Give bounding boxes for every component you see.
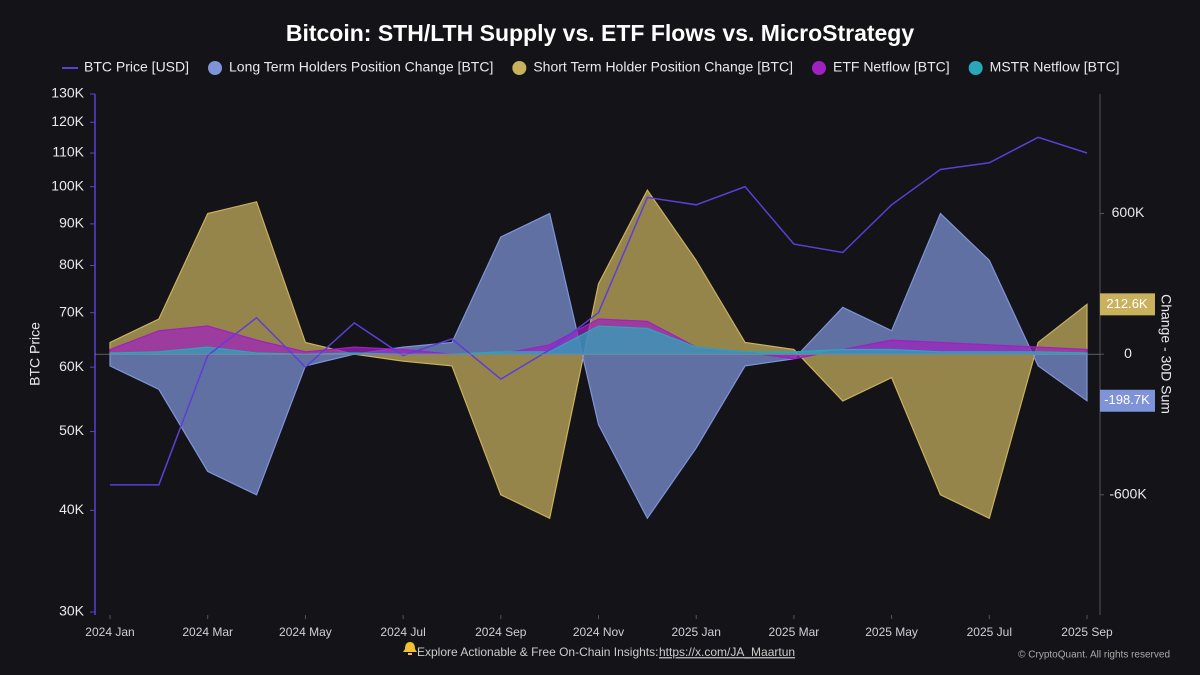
y-tick-label: 40K bbox=[59, 501, 85, 517]
legend-swatch bbox=[811, 61, 826, 75]
y2-tick-label: -600K bbox=[1109, 486, 1147, 502]
legend-label: MSTR Netflow [BTC] bbox=[990, 59, 1120, 75]
y2-tick-label: 0 bbox=[1124, 345, 1132, 361]
copyright: © CryptoQuant. All rights reserved bbox=[1018, 650, 1170, 661]
legend-item[interactable]: MSTR Netflow [BTC] bbox=[968, 59, 1120, 75]
y-tick-label: 130K bbox=[51, 85, 84, 101]
x-tick-label: 2024 May bbox=[279, 625, 332, 639]
area bbox=[109, 212, 1088, 520]
y-tick-label: 60K bbox=[59, 358, 85, 374]
area bbox=[109, 325, 1088, 355]
price-line bbox=[110, 136, 1088, 486]
legend-swatch bbox=[968, 61, 983, 75]
legend-item[interactable]: ETF Netflow [BTC] bbox=[811, 59, 950, 75]
bell-icon bbox=[403, 642, 417, 655]
x-tick-label: 2025 Jan bbox=[672, 625, 721, 639]
y2-axis-label: Change - 30D Sum bbox=[1158, 294, 1174, 414]
y-tick-label: 100K bbox=[51, 177, 84, 193]
x-tick-label: 2024 Nov bbox=[573, 625, 624, 639]
x-tick-label: 2025 May bbox=[865, 625, 918, 639]
y-tick-label: 110K bbox=[52, 144, 84, 160]
legend-label: Long Term Holders Position Change [BTC] bbox=[229, 59, 493, 75]
footer-text: Explore Actionable & Free On-Chain Insig… bbox=[417, 645, 658, 659]
legend-swatch bbox=[512, 61, 527, 75]
x-tick-label: 2024 Sep bbox=[475, 625, 527, 639]
y-tick-label: 80K bbox=[59, 256, 85, 272]
value-tag bbox=[1100, 389, 1155, 412]
legend-item[interactable]: BTC Price [USD] bbox=[62, 59, 189, 75]
footer-link[interactable]: https://x.com/JA_Maartun bbox=[659, 645, 795, 659]
x-tick-label: 2024 Mar bbox=[182, 625, 233, 639]
y-tick-label: 90K bbox=[59, 215, 85, 231]
legend-item[interactable]: Short Term Holder Position Change [BTC] bbox=[512, 59, 793, 75]
y-tick-label: 70K bbox=[59, 303, 85, 319]
y-tick-label: 120K bbox=[51, 113, 84, 129]
y-tick-label: 50K bbox=[59, 422, 85, 438]
x-tick-label: 2025 Sep bbox=[1061, 625, 1113, 639]
y-tick-label: 30K bbox=[59, 603, 85, 619]
legend-label: Short Term Holder Position Change [BTC] bbox=[533, 59, 793, 75]
legend-item[interactable]: Long Term Holders Position Change [BTC] bbox=[208, 59, 493, 75]
chart-title: Bitcoin: STH/LTH Supply vs. ETF Flows vs… bbox=[286, 20, 915, 46]
x-tick-label: 2025 Jul bbox=[967, 625, 1012, 639]
legend-swatch bbox=[208, 61, 223, 75]
value-label: -198.7K bbox=[1104, 392, 1150, 407]
legend: BTC Price [USD] Long Term Holders Positio… bbox=[62, 59, 1120, 75]
x-tick-label: 2025 Mar bbox=[769, 625, 820, 639]
legend-label: BTC Price [USD] bbox=[84, 59, 189, 75]
y2-tick-label: 600K bbox=[1112, 204, 1145, 220]
x-tick-label: 2024 Jul bbox=[380, 625, 425, 639]
x-tick-label: 2024 Jan bbox=[85, 625, 134, 639]
value-label: 212.6K bbox=[1106, 296, 1148, 311]
y-axis-label: BTC Price bbox=[27, 322, 43, 386]
value-tag bbox=[1100, 293, 1155, 316]
legend-label: ETF Netflow [BTC] bbox=[833, 59, 950, 75]
